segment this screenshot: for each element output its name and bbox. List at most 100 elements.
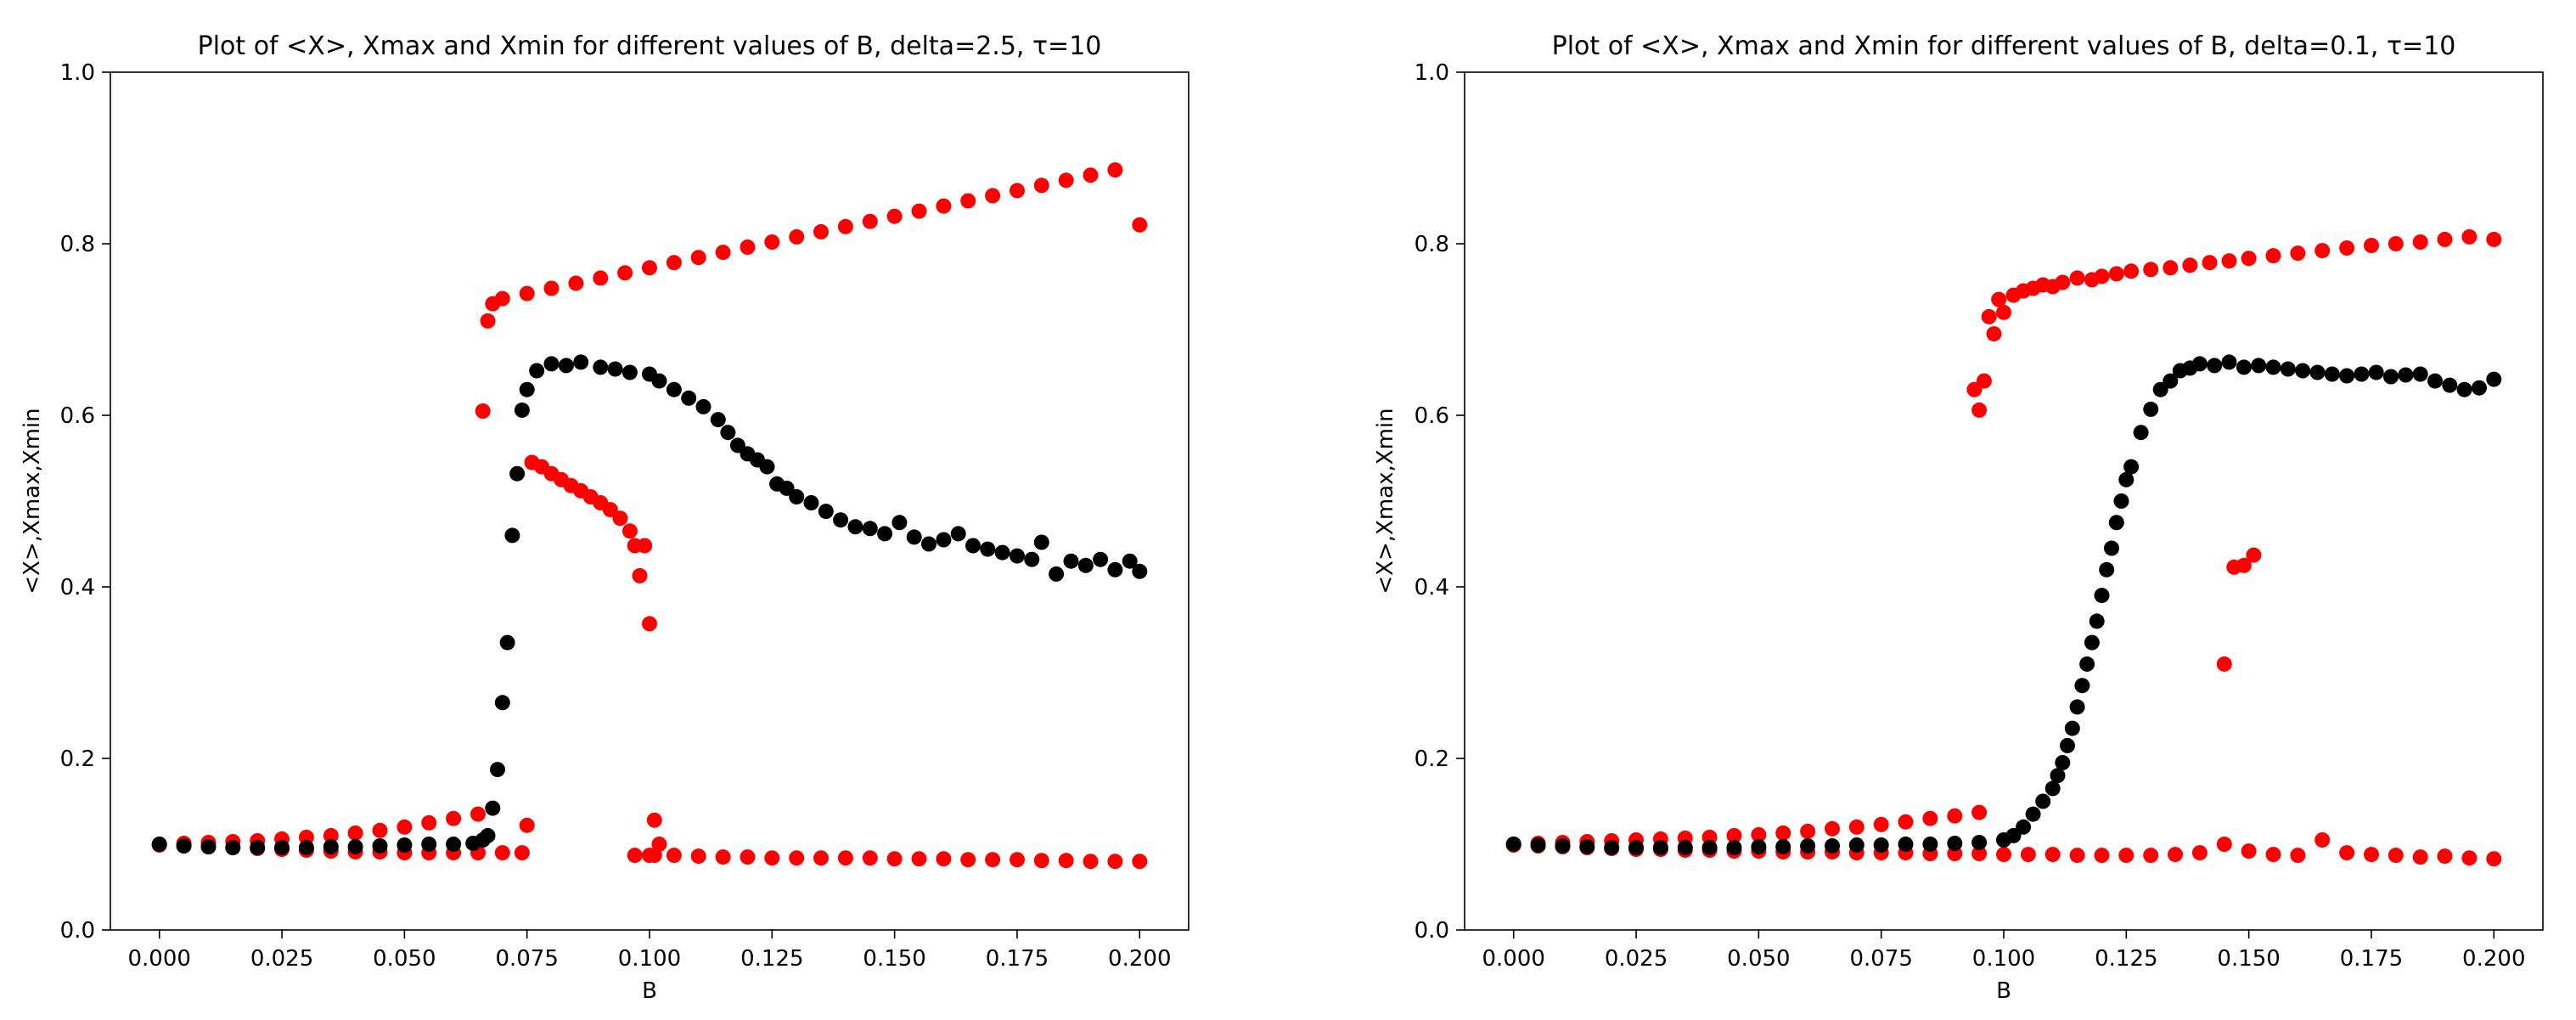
right-series-1-point — [2084, 634, 2100, 651]
left-chart-x-ticks: 0.000 0.025 0.050 0.075 0.100 0.125 0.150 0.175… — [128, 930, 1171, 972]
left-series-1-point — [504, 527, 520, 544]
left-chart-x-axis-label: B — [642, 978, 657, 1004]
left-series-1-point — [1122, 553, 1138, 569]
left-series-1-point — [666, 381, 682, 397]
right-series-1-point — [2383, 369, 2399, 385]
right-series-1-point — [1922, 837, 1938, 852]
right-series-1-point — [2221, 354, 2237, 370]
left-series-1-point — [1024, 551, 1040, 567]
right-series-0-point — [2364, 847, 2379, 863]
right-series-0-point — [1996, 304, 2011, 320]
right-series-0-point — [2221, 253, 2237, 269]
left-series-0-point — [602, 502, 618, 518]
right-series-1-point — [2025, 806, 2041, 822]
left-series-1-point — [1132, 563, 1148, 579]
right-series-1-point — [2016, 819, 2032, 835]
right-series-0-point — [1947, 808, 1963, 824]
left-series-0-point — [666, 848, 682, 864]
right-chart-title: Plot of <X>, Xmax and Xmin for different… — [1552, 31, 2456, 61]
left-series-0-point — [446, 810, 462, 826]
right-x-tick-label: 0.175 — [2340, 946, 2403, 972]
left-series-0-point — [886, 851, 903, 867]
left-series-1-point — [1093, 551, 1109, 567]
right-series-1-point — [1800, 838, 1816, 854]
right-series-0-point — [2241, 843, 2257, 859]
right-series-1-point — [2442, 377, 2458, 393]
left-series-1-point — [200, 839, 217, 854]
left-series-0-point — [494, 845, 510, 861]
right-series-0-point — [2412, 849, 2428, 865]
right-series-0-point — [1971, 846, 1988, 862]
left-series-0-point — [627, 848, 643, 864]
right-series-1-point — [2060, 737, 2075, 753]
left-series-0-point — [397, 819, 413, 835]
left-series-0-point — [666, 255, 682, 271]
right-series-1-point — [2069, 699, 2085, 715]
right-series-1-point — [2427, 373, 2443, 389]
left-series-0-point — [789, 850, 805, 866]
left-series-1-point — [994, 544, 1010, 561]
right-series-0-point — [2388, 848, 2404, 864]
right-series-0-point — [2461, 850, 2478, 866]
right-series-0-point — [2191, 845, 2208, 861]
left-series-0-point — [519, 285, 535, 301]
left-series-1-point — [1077, 557, 1094, 573]
right-series-0-point — [2486, 851, 2502, 867]
left-series-1-point — [274, 840, 290, 855]
right-series-0-point — [2055, 274, 2071, 290]
right-series-1-point — [1775, 839, 1791, 854]
left-series-1-point — [499, 634, 515, 651]
right-series-0-point — [1775, 825, 1791, 841]
left-series-0-point — [764, 850, 780, 866]
right-x-tick-label: 0.125 — [2095, 946, 2157, 972]
right-series-0-point — [2314, 243, 2331, 259]
left-series-1-point — [681, 390, 697, 406]
left-y-tick-label: 0.6 — [60, 403, 95, 429]
left-series-1-point — [347, 839, 363, 854]
left-series-0-point — [936, 198, 952, 214]
left-series-0-point — [985, 852, 1001, 868]
left-series-1-point — [558, 358, 574, 374]
left-series-0-point — [642, 616, 657, 632]
left-series-1-point — [710, 412, 726, 428]
left-series-1-point — [485, 800, 501, 816]
left-series-0-point — [642, 260, 657, 276]
right-series-1-point — [2398, 367, 2414, 383]
right-series-1-point — [2339, 368, 2355, 384]
right-series-0-point — [2143, 848, 2159, 864]
right-series-0-point — [1971, 402, 1988, 418]
right-series-1-point — [1530, 837, 1546, 853]
left-series-0-point — [1132, 217, 1148, 233]
left-series-1-point — [397, 837, 413, 853]
right-series-1-point — [1555, 838, 1571, 854]
left-chart-title: Plot of <X>, Xmax and Xmin for different… — [198, 31, 1102, 61]
right-series-1-point — [2163, 373, 2179, 389]
left-series-1-point — [151, 837, 167, 852]
right-series-0-point — [1976, 373, 1992, 389]
right-series-0-point — [2290, 245, 2306, 262]
left-series-1-point — [695, 398, 711, 414]
right-series-0-point — [2246, 547, 2262, 563]
left-series-1-point — [529, 363, 545, 379]
left-series-0-point — [862, 213, 878, 229]
right-series-0-point — [2094, 848, 2110, 864]
left-series-0-point — [690, 848, 706, 865]
left-series-0-point — [514, 845, 530, 861]
right-series-0-point — [1726, 827, 1742, 843]
left-series-1-point — [176, 838, 192, 854]
right-series-1-point — [1505, 837, 1521, 852]
left-series-1-point — [1063, 553, 1079, 569]
left-series-1-point — [543, 356, 560, 372]
right-series-0-point — [2290, 848, 2306, 864]
left-series-0-point — [632, 567, 648, 583]
left-series-0-point — [813, 223, 829, 240]
left-series-0-point — [475, 403, 491, 419]
left-series-1-point — [421, 837, 437, 852]
right-series-1-point — [2280, 361, 2296, 377]
left-series-0-point — [1033, 853, 1049, 869]
left-series-1-point — [779, 480, 795, 496]
right-series-0-point — [2339, 240, 2355, 256]
right-series-1-point — [2064, 720, 2080, 736]
right-y-tick-label: 0.0 — [1415, 918, 1449, 944]
right-series-0-point — [2182, 257, 2198, 273]
